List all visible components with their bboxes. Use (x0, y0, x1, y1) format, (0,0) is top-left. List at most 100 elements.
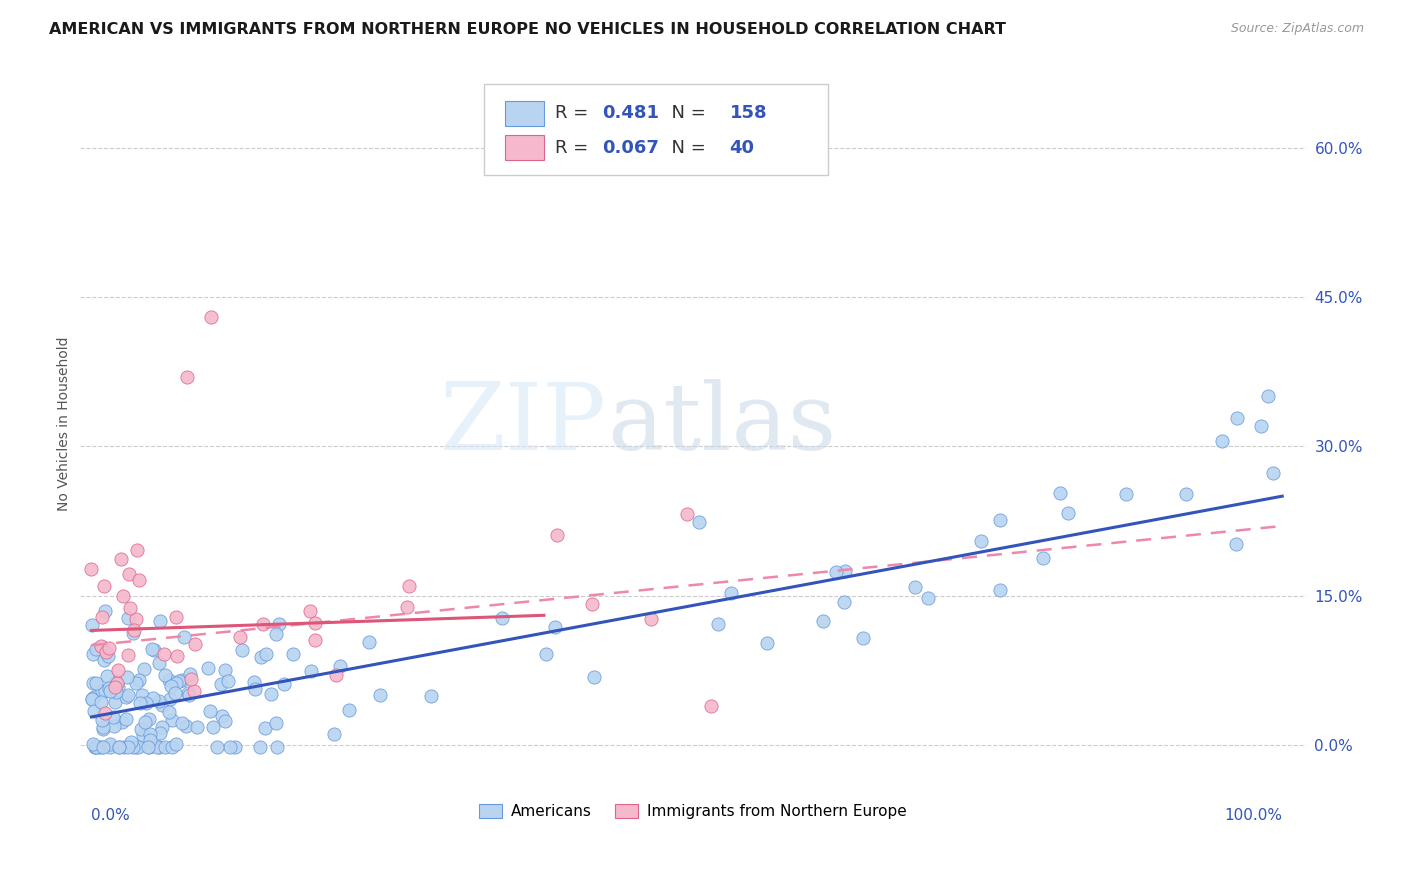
FancyBboxPatch shape (505, 101, 544, 126)
Point (322, 727, 344, 741)
Point (135, 696, 157, 710)
Point (198, 704, 221, 718)
Text: 0.481: 0.481 (602, 104, 659, 122)
Point (813, 614, 835, 628)
Point (91, 683, 114, 698)
Point (93, 720, 115, 734)
Point (249, 739, 271, 754)
Point (254, 648, 277, 662)
Point (84, 642, 107, 657)
Point (688, 516, 710, 530)
Point (149, 726, 172, 740)
Text: 100.0%: 100.0% (1225, 808, 1282, 823)
Point (148, 656, 170, 670)
Point (97, 648, 120, 663)
Point (184, 637, 207, 651)
Text: ZIP: ZIP (440, 379, 607, 469)
Point (852, 632, 875, 646)
Point (1226, 410, 1249, 425)
Point (217, 674, 239, 689)
Point (117, 739, 139, 754)
Point (90, 639, 112, 653)
Point (970, 533, 993, 548)
Point (250, 650, 273, 665)
Point (988, 582, 1011, 597)
Point (118, 566, 141, 581)
Point (124, 676, 146, 690)
Point (832, 594, 855, 608)
Point (229, 630, 252, 644)
Point (98, 684, 121, 698)
Point (1250, 418, 1272, 433)
Point (825, 565, 848, 579)
Point (82, 675, 104, 690)
Point (136, 739, 159, 754)
Point (94, 684, 117, 698)
Point (96, 668, 118, 682)
Point (98, 737, 121, 751)
Point (281, 647, 304, 661)
Point (91, 713, 114, 727)
Point (132, 728, 155, 742)
Point (581, 598, 603, 612)
Point (756, 636, 779, 650)
Point (301, 664, 323, 678)
Point (720, 585, 742, 599)
Point (202, 720, 225, 734)
Point (211, 708, 233, 723)
Point (157, 706, 180, 720)
Point (125, 612, 148, 626)
Point (103, 719, 125, 733)
Point (86, 739, 108, 754)
Point (219, 739, 242, 754)
Point (84, 675, 107, 690)
Text: N =: N = (659, 139, 711, 157)
Point (94, 604, 117, 618)
Legend: Americans, Immigrants from Northern Europe: Americans, Immigrants from Northern Euro… (472, 797, 912, 825)
Point (304, 632, 326, 647)
Point (245, 682, 267, 697)
Point (110, 552, 132, 566)
Point (243, 675, 266, 690)
Point (134, 714, 156, 729)
Point (117, 688, 139, 702)
Point (125, 543, 148, 558)
Text: 0.0%: 0.0% (91, 808, 131, 823)
Point (131, 722, 153, 736)
Point (177, 686, 200, 700)
Point (128, 573, 150, 587)
Point (173, 630, 195, 644)
Point (396, 599, 419, 614)
FancyBboxPatch shape (484, 84, 828, 175)
Point (254, 722, 277, 736)
Point (337, 703, 360, 717)
Point (91, 610, 114, 624)
Point (139, 733, 162, 747)
Point (107, 680, 129, 694)
Point (128, 673, 150, 688)
Point (170, 673, 193, 687)
Point (299, 604, 322, 618)
Point (138, 739, 160, 754)
Point (80, 617, 103, 632)
Y-axis label: No Vehicles in Household: No Vehicles in Household (58, 337, 72, 511)
Point (80, 691, 103, 706)
Point (112, 739, 135, 754)
Point (260, 688, 283, 702)
Point (398, 579, 420, 593)
Point (117, 610, 139, 624)
Point (146, 739, 169, 754)
Point (264, 716, 287, 731)
Point (155, 668, 177, 682)
Point (117, 648, 139, 662)
Point (105, 676, 128, 690)
Point (1257, 389, 1279, 403)
Point (101, 709, 124, 723)
Point (131, 689, 153, 703)
Point (546, 527, 568, 541)
Point (138, 712, 160, 726)
Point (544, 620, 567, 634)
Point (1032, 551, 1054, 566)
Point (1115, 487, 1137, 501)
Point (118, 601, 141, 615)
